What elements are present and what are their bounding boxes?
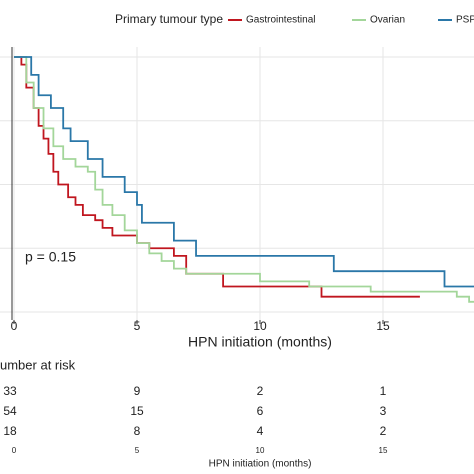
risk-time-label: 5 — [135, 446, 140, 455]
risk-count: 15 — [130, 404, 144, 418]
annotation: p = 0.15 — [25, 249, 76, 265]
risk-count: 9 — [134, 384, 141, 398]
risk-count: 8 — [134, 424, 141, 438]
x-axis-title: HPN initiation (months) — [188, 334, 332, 350]
risk-count: 6 — [257, 404, 264, 418]
x-tick-label: 5 — [134, 319, 141, 333]
survival-curve — [14, 56, 474, 288]
risk-count: 18 — [3, 424, 17, 438]
risk-table-title: umber at risk — [0, 357, 76, 372]
legend-label: Ovarian — [370, 15, 405, 26]
legend-title: Primary tumour type — [115, 12, 223, 26]
risk-time-label: 0 — [12, 446, 17, 455]
risk-axis-title: HPN initiation (months) — [209, 459, 312, 470]
legend-label: Gastrointestinal — [246, 15, 315, 26]
risk-count: 4 — [257, 424, 264, 438]
x-tick-label: 0 — [11, 319, 18, 333]
plot-area — [0, 47, 474, 320]
risk-count: 2 — [380, 424, 387, 438]
risk-count: 2 — [257, 384, 264, 398]
x-tick-label: 15 — [376, 319, 390, 333]
survival-curve — [14, 56, 474, 303]
risk-count: 54 — [3, 404, 17, 418]
risk-count: 1 — [380, 384, 387, 398]
risk-count: 33 — [3, 384, 17, 398]
risk-time-label: 15 — [379, 446, 388, 455]
risk-time-label: 10 — [256, 446, 265, 455]
risk-count: 3 — [380, 404, 387, 418]
x-tick-label: 10 — [253, 319, 267, 333]
legend-label: PSP — [456, 15, 474, 26]
